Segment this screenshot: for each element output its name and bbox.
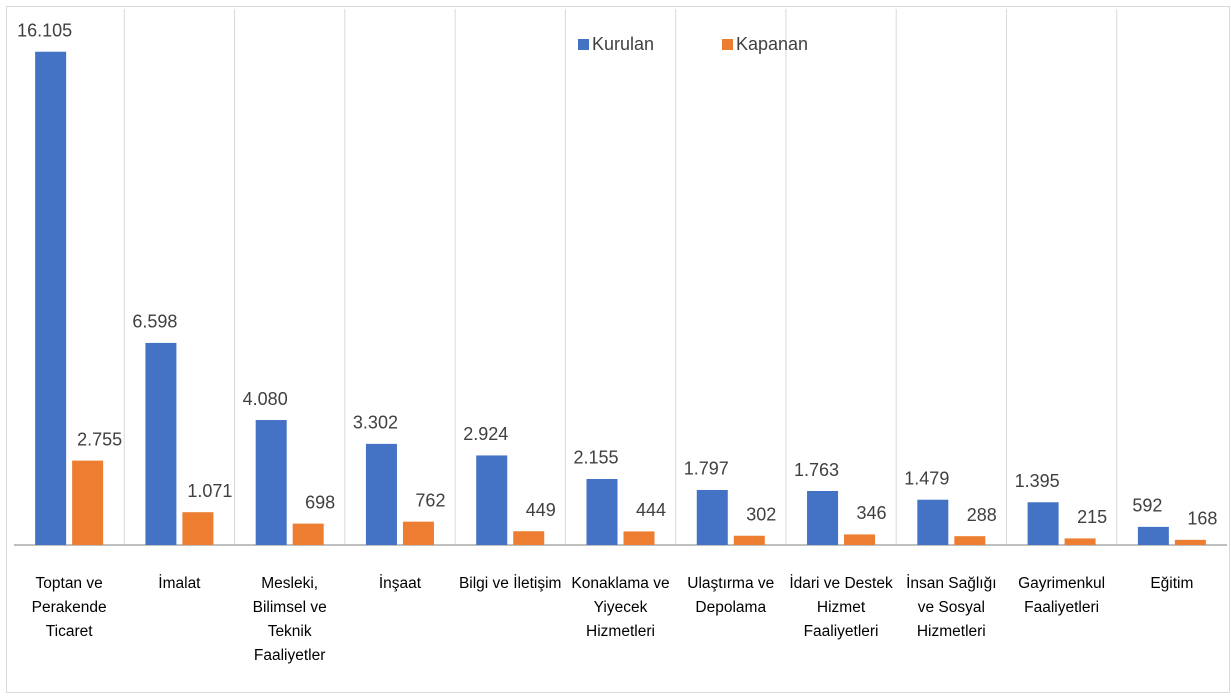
bar [954,536,986,545]
bar [292,523,324,545]
bar [1064,538,1096,545]
data-label: 3.302 [353,413,398,433]
data-label: 2.155 [573,448,618,468]
x-tick-label: İnşaat [378,575,422,592]
legend-swatch [722,39,733,50]
legend-label: Kapanan [736,34,808,54]
bar [1174,539,1206,545]
data-label: 215 [1077,507,1107,527]
data-label: 762 [415,490,445,510]
bar [35,51,67,545]
chart-border [6,6,1230,693]
x-tick-label: Toptan ve Perakende Ticaret [31,575,107,640]
bar [72,460,104,545]
bar [733,535,765,545]
bar [623,531,655,545]
data-label: 449 [526,500,556,520]
bar [513,531,545,545]
data-label: 2.924 [463,424,508,444]
bar [696,489,728,545]
bar [182,512,214,545]
data-label: 16.105 [17,20,72,40]
data-label: 698 [305,492,335,512]
bar [402,521,434,545]
x-tick-label: Mesleki, Bilimsel ve Teknik Faaliyetler [252,575,327,664]
data-label: 2.755 [77,429,122,449]
bar [1027,502,1059,545]
x-tick-label: İnsan Sağlığı ve Sosyal Hizmetleri [906,575,997,640]
bar [917,499,949,545]
data-label: 1.479 [904,468,949,488]
bar [476,455,508,545]
data-label: 168 [1187,509,1217,529]
legend-label: Kurulan [592,34,654,54]
x-tick-label: Ulaştırma ve Depolama [687,575,775,616]
data-label: 288 [967,505,997,525]
bar [844,534,876,545]
bar [255,420,287,545]
data-label: 1.071 [187,481,232,501]
bar [365,443,397,545]
x-tick-label: Gayrimenkul Faaliyetleri [1018,575,1106,616]
x-tick-label: Konaklama ve Yiyecek Hizmetleri [571,575,670,640]
data-label: 592 [1132,496,1162,516]
x-tick-label: İdari ve Destek Hizmet Faaliyetleri [789,575,893,640]
x-tick-label: Eğitim [1150,575,1194,592]
bar [807,491,839,545]
data-label: 444 [636,500,666,520]
x-tick-label: İmalat [158,575,201,592]
data-label: 346 [857,503,887,523]
bar [586,478,618,545]
legend-swatch [578,39,589,50]
x-tick-label: Bilgi ve İletişim [458,575,562,592]
data-label: 1.797 [684,459,729,479]
bar [145,342,177,545]
data-label: 302 [746,505,776,525]
bar [1137,526,1169,545]
data-label: 6.598 [132,312,177,332]
data-label: 1.395 [1015,471,1060,491]
data-label: 1.763 [794,460,839,480]
data-label: 4.080 [243,389,288,409]
